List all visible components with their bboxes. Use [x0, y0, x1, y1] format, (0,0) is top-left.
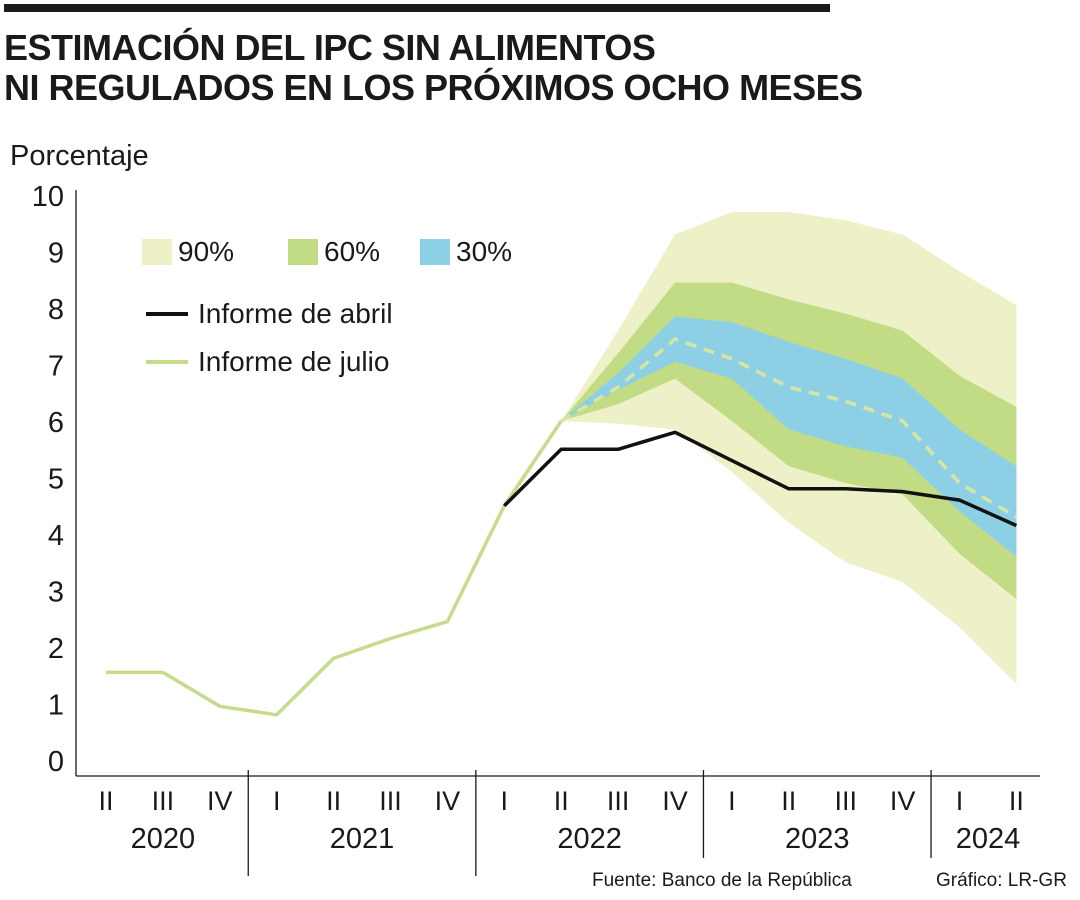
y-tick-label: 0: [48, 746, 64, 778]
y-tick-label: 3: [48, 577, 64, 609]
year-label: 2020: [131, 823, 196, 855]
y-tick-label: 6: [48, 407, 64, 439]
legend-item-30: 30%: [420, 236, 512, 268]
legend-swatch-abril: [146, 312, 188, 316]
x-tick-label: II: [554, 786, 569, 816]
x-tick-label: I: [273, 786, 281, 816]
chart-title-line-1: ESTIMACIÓN DEL IPC SIN ALIMENTOS: [4, 27, 656, 68]
legend-label-julio: Informe de julio: [198, 346, 390, 377]
x-tick-label: III: [607, 786, 630, 816]
x-tick-label: I: [501, 786, 509, 816]
y-tick-label: 7: [48, 351, 64, 383]
x-tick-label: IV: [435, 786, 461, 816]
legend-label-abril: Informe de abril: [198, 298, 393, 329]
x-tick-label: II: [1009, 786, 1024, 816]
series-line-julio-forecast: [560, 337, 1018, 519]
title-rule: [4, 4, 830, 12]
legend-swatch-julio: [146, 360, 188, 364]
y-tick-label: 1: [48, 690, 64, 722]
chart-title-line-2: NI REGULADOS EN LOS PRÓXIMOS OCHO MESES: [4, 67, 863, 108]
chart-title: ESTIMACIÓN DEL IPC SIN ALIMENTOS NI REGU…: [4, 28, 863, 108]
series-line-julio: [106, 420, 563, 717]
x-tick-label: IV: [207, 786, 233, 816]
y-tick-label: 4: [48, 520, 64, 552]
y-tick-label: 8: [48, 294, 64, 326]
legend-swatch-30: [420, 239, 450, 265]
x-tick-label: IV: [662, 786, 688, 816]
year-label: 2021: [330, 823, 395, 855]
legend-item-julio: Informe de julio: [146, 346, 389, 378]
x-tick-label: I: [728, 786, 736, 816]
y-tick-label: 10: [32, 181, 64, 213]
y-tick-label: 9: [48, 238, 64, 270]
legend-swatch-60: [288, 239, 318, 265]
x-tick-label: IV: [890, 786, 916, 816]
x-tick-label: I: [956, 786, 964, 816]
y-tick-label: 5: [48, 464, 64, 496]
year-label: 2022: [557, 823, 622, 855]
legend-label-60: 60%: [324, 236, 381, 267]
year-label: 2024: [956, 823, 1021, 855]
x-tick-label: II: [781, 786, 796, 816]
y-axis-label: Porcentaje: [10, 140, 149, 172]
fan-band-30: [561, 316, 1017, 557]
series-lines: [105, 337, 1018, 717]
year-label: 2023: [785, 823, 850, 855]
legend-label-90: 90%: [178, 236, 235, 267]
source-note: Fuente: Banco de la República: [592, 870, 852, 891]
legend-label-30: 30%: [456, 236, 513, 267]
x-tick-label: III: [834, 786, 857, 816]
x-tick-label: II: [326, 786, 341, 816]
fan-bands: [561, 212, 1017, 684]
y-tick-label: 2: [48, 633, 64, 665]
series-line-abril: [503, 430, 1018, 528]
credit-note: Gráfico: LR-GR: [936, 870, 1067, 891]
legend-swatch-90: [142, 239, 172, 265]
x-tick-label: III: [379, 786, 402, 816]
legend-item-90: 90%: [142, 236, 234, 268]
x-tick-label: II: [98, 786, 113, 816]
legend-item-abril: Informe de abril: [146, 298, 393, 330]
legend-item-60: 60%: [288, 236, 380, 268]
x-tick-label: III: [152, 786, 175, 816]
